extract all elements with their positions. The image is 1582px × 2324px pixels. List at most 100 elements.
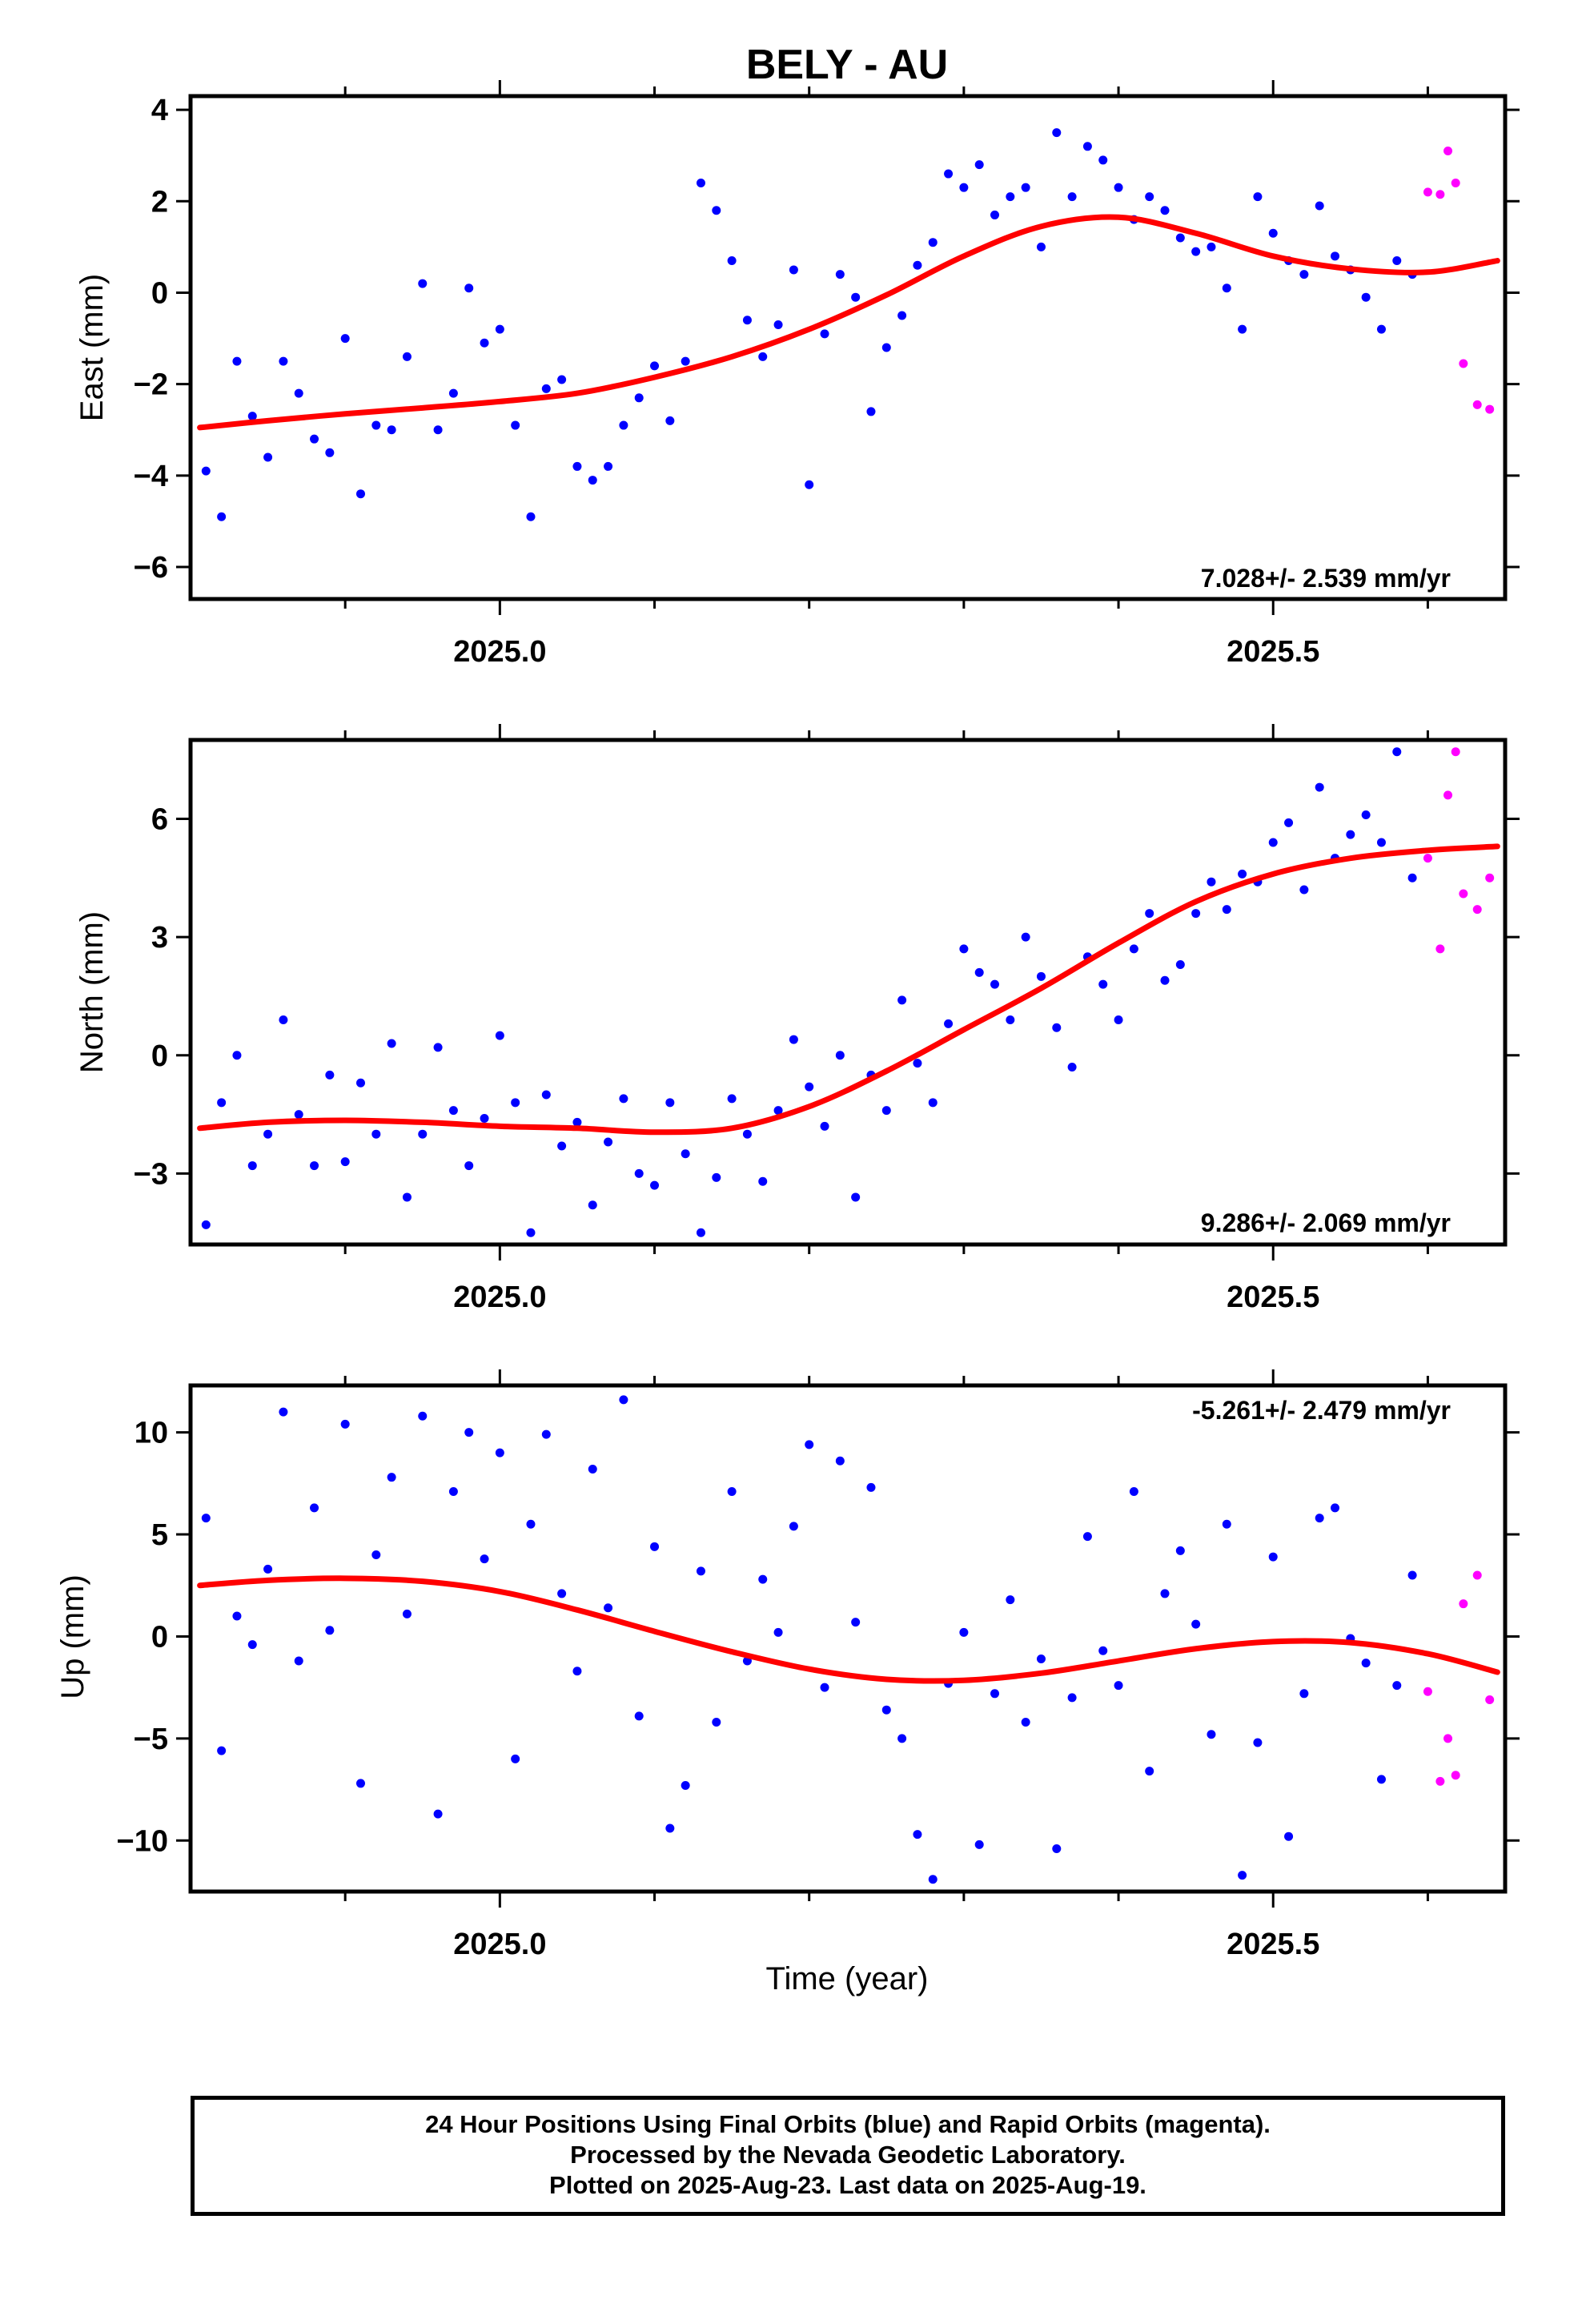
north-panel: North (mm) 9.286+/- 2.069 mm/yr −3 0 3 6 202…: [74, 724, 1520, 1314]
up-final-orbit-points: [201, 1395, 1417, 1884]
east-final-orbit-point: [387, 425, 396, 435]
north-final-orbit-point: [217, 1098, 227, 1108]
up-final-orbit-point: [201, 1514, 211, 1523]
east-final-orbit-point: [495, 324, 504, 334]
east-final-orbit-point: [650, 361, 660, 371]
east-final-orbit-point: [881, 343, 891, 352]
east-y-tick-label: 4: [151, 94, 168, 127]
east-y-tick-label: −4: [134, 460, 168, 493]
east-final-orbit-point: [433, 425, 443, 435]
figure-title: BELY - AU: [746, 42, 948, 88]
north-final-orbit-point: [1052, 1023, 1062, 1032]
north-final-orbit-point: [758, 1176, 768, 1186]
north-final-orbit-point: [294, 1110, 303, 1120]
north-final-orbit-point: [835, 1051, 845, 1060]
up-final-orbit-point: [650, 1542, 660, 1551]
up-final-orbit-point: [928, 1875, 938, 1884]
east-rapid-orbit-point: [1435, 190, 1445, 199]
up-final-orbit-point: [340, 1419, 350, 1429]
east-final-orbit-point: [294, 388, 303, 398]
north-final-orbit-point: [387, 1039, 396, 1048]
north-final-orbit-point: [1315, 782, 1324, 792]
up-final-orbit-point: [263, 1564, 273, 1574]
east-final-orbit-point: [897, 311, 907, 320]
up-final-orbit-point: [604, 1603, 613, 1613]
up-rapid-orbit-point: [1443, 1734, 1453, 1743]
up-final-orbit-point: [1222, 1519, 1231, 1529]
east-final-orbit-point: [866, 407, 876, 416]
east-y-tick-label: 0: [151, 276, 168, 310]
east-final-orbit-point: [990, 210, 1000, 219]
east-final-orbit-point: [835, 270, 845, 279]
east-final-orbit-point: [1207, 242, 1216, 251]
north-final-orbit-point: [1407, 873, 1417, 883]
up-final-orbit-point: [526, 1519, 536, 1529]
north-plot-frame: [188, 738, 1508, 1247]
north-final-orbit-point: [1191, 909, 1201, 919]
east-final-orbit-point: [820, 329, 829, 339]
east-plot-frame: [188, 94, 1508, 601]
up-final-orbit-point: [913, 1830, 922, 1839]
north-final-orbit-point: [712, 1172, 721, 1182]
east-final-orbit-point: [1331, 251, 1340, 261]
east-final-orbit-point: [217, 512, 227, 521]
north-y-tick-label: 0: [151, 1039, 168, 1073]
east-final-orbit-point: [805, 480, 814, 489]
north-final-orbit-point: [464, 1161, 474, 1171]
up-final-orbit-point: [1036, 1654, 1046, 1663]
east-final-orbit-point: [619, 420, 628, 430]
up-final-orbit-point: [294, 1656, 303, 1666]
north-final-orbit-point: [1021, 932, 1030, 942]
up-final-orbit-point: [866, 1482, 876, 1492]
east-final-orbit-point: [727, 256, 737, 266]
up-final-orbit-point: [1006, 1595, 1015, 1605]
north-final-orbit-point: [1346, 830, 1355, 839]
east-rapid-orbit-point: [1459, 359, 1468, 368]
caption-line-2: Processed by the Nevada Geodetic Laborat…: [570, 2141, 1126, 2169]
up-final-orbit-point: [371, 1550, 381, 1560]
north-final-orbit-point: [1284, 818, 1294, 827]
north-final-orbit-point: [897, 995, 907, 1005]
up-final-orbit-point: [1129, 1487, 1138, 1497]
up-final-orbit-point: [974, 1839, 984, 1849]
up-final-orbit-point: [990, 1689, 1000, 1699]
up-final-orbit-point: [310, 1503, 319, 1513]
north-final-orbit-point: [681, 1149, 690, 1159]
up-final-orbit-point: [773, 1627, 783, 1637]
east-final-orbit-point: [1253, 192, 1263, 202]
up-final-orbit-point: [1238, 1871, 1247, 1880]
east-final-orbit-point: [480, 338, 489, 348]
up-final-orbit-point: [1376, 1775, 1386, 1784]
up-fit-curve: [197, 1575, 1500, 1684]
east-final-orbit-point: [371, 420, 381, 430]
north-rapid-orbit-point: [1459, 889, 1468, 899]
north-final-orbit-point: [665, 1098, 675, 1108]
up-rapid-orbit-points: [1423, 1570, 1495, 1786]
north-final-orbit-point: [495, 1031, 504, 1040]
north-final-orbit-point: [355, 1078, 365, 1088]
up-x-tick-label: 2025.5: [1227, 1928, 1319, 1961]
up-y-tick-label: 5: [151, 1518, 168, 1552]
east-final-orbit-point: [944, 169, 954, 179]
up-final-orbit-point: [681, 1780, 690, 1790]
north-final-orbit-point: [448, 1106, 458, 1116]
north-final-orbit-point: [727, 1094, 737, 1104]
up-final-orbit-point: [712, 1717, 721, 1727]
north-final-orbit-point: [959, 944, 969, 954]
north-rapid-orbit-points: [1423, 747, 1495, 954]
north-final-orbit-point: [1376, 838, 1386, 847]
up-rapid-orbit-point: [1435, 1776, 1445, 1786]
north-final-orbit-point: [572, 1117, 582, 1127]
up-final-orbit-point: [387, 1473, 396, 1482]
north-rate-label: 9.286+/- 2.069 mm/yr: [1201, 1208, 1451, 1237]
up-final-orbit-point: [1114, 1681, 1123, 1691]
up-final-orbit-point: [1082, 1532, 1092, 1542]
east-final-orbit-point: [665, 416, 675, 425]
north-final-orbit-point: [402, 1192, 412, 1202]
up-final-orbit-point: [1407, 1570, 1417, 1580]
east-final-orbit-point: [634, 393, 644, 403]
north-final-orbit-point: [310, 1161, 319, 1171]
east-final-orbit-point: [201, 466, 211, 476]
north-final-orbit-point: [928, 1098, 938, 1108]
